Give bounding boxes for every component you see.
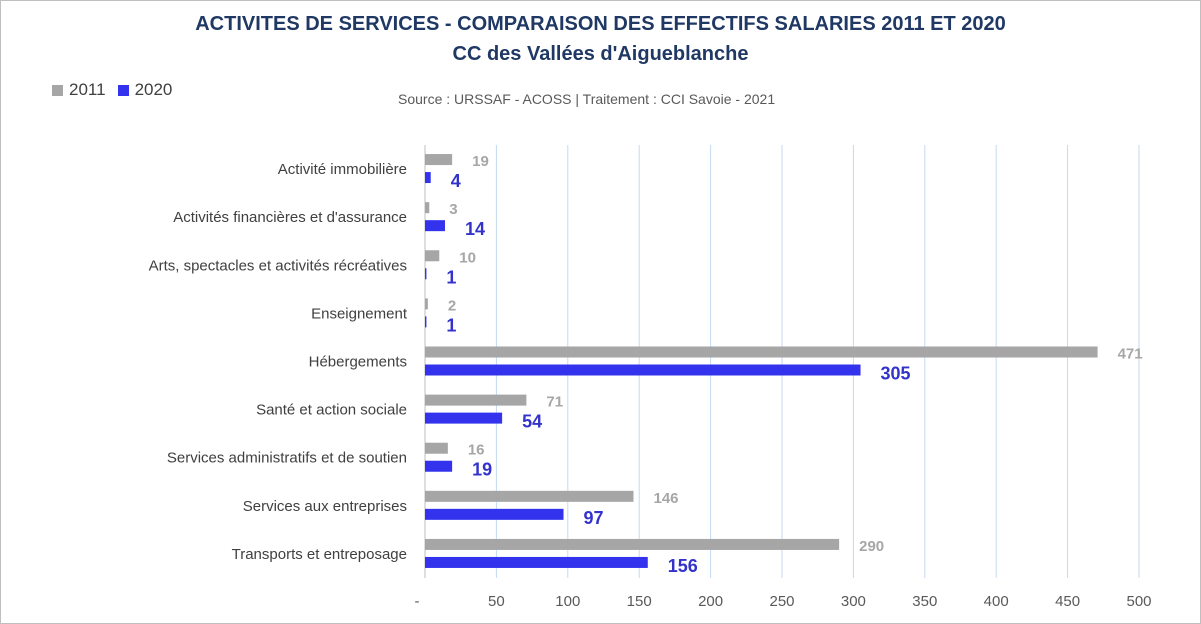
data-label-2011: 3 — [449, 201, 457, 218]
x-tick-label: 50 — [488, 593, 505, 610]
bar-2020 — [425, 412, 503, 424]
data-label-2020: 19 — [472, 460, 492, 480]
category-label: Activité immobilière — [278, 161, 407, 178]
data-label-2020: 156 — [668, 556, 698, 576]
legend-label-2020: 2020 — [134, 80, 173, 99]
legend-swatch-2011 — [52, 84, 63, 96]
bar-2011 — [425, 202, 430, 214]
data-label-2020: 54 — [522, 412, 542, 432]
bar-2011 — [425, 442, 448, 454]
data-label-2011: 19 — [472, 153, 489, 170]
data-label-2020: 14 — [465, 219, 485, 239]
category-label: Arts, spectacles et activités récréative… — [149, 257, 407, 274]
bar-2011 — [425, 394, 527, 406]
bar-2011 — [425, 346, 1098, 358]
data-label-2020: 305 — [881, 364, 911, 384]
category-label: Services aux entreprises — [243, 498, 407, 515]
legend: 2011 2020 — [52, 80, 184, 100]
category-label: Enseignement — [311, 305, 408, 322]
x-tick-label: 450 — [1055, 593, 1080, 610]
bar-2011 — [425, 490, 634, 502]
bar-2020 — [425, 556, 648, 568]
legend-item-2020: 2020 — [117, 80, 173, 100]
bar-2020 — [425, 460, 453, 472]
x-tick-label: 250 — [769, 593, 794, 610]
data-label-2020: 1 — [446, 267, 456, 287]
bar-2011 — [425, 538, 840, 550]
legend-item-2011: 2011 — [52, 80, 106, 100]
x-tick-label: 200 — [698, 593, 723, 610]
data-label-2020: 4 — [451, 171, 461, 191]
data-label-2011: 71 — [546, 394, 563, 411]
x-tick-label: - — [415, 593, 420, 610]
category-label: Transports et entreposage — [232, 546, 407, 563]
legend-label-2011: 2011 — [69, 80, 106, 99]
category-label: Services administratifs et de soutien — [167, 450, 407, 467]
data-label-2020: 97 — [584, 508, 604, 528]
data-label-2011: 146 — [653, 490, 678, 507]
bar-2020 — [425, 364, 861, 376]
category-label: Santé et action sociale — [256, 402, 407, 419]
chart-subtitle: CC des Vallées d'Aigueblanche — [452, 43, 749, 65]
chart-title: ACTIVITES DE SERVICES - COMPARAISON DES … — [195, 13, 1006, 35]
bar-2011 — [425, 298, 428, 310]
bar-2011 — [425, 154, 453, 166]
x-tick-label: 500 — [1126, 593, 1151, 610]
category-label: Activités financières et d'assurance — [173, 209, 407, 226]
bar-2011 — [425, 250, 440, 262]
source-note: Source : URSSAF - ACOSS | Traitement : C… — [398, 91, 776, 107]
x-tick-label: 350 — [912, 593, 937, 610]
x-tick-label: 150 — [627, 593, 652, 610]
legend-swatch-2020 — [117, 84, 129, 96]
data-label-2011: 16 — [468, 442, 485, 459]
data-label-2011: 10 — [459, 249, 476, 266]
data-label-2011: 2 — [448, 297, 456, 314]
bar-2020 — [425, 220, 445, 232]
data-label-2020: 1 — [446, 315, 456, 335]
x-tick-label: 300 — [841, 593, 866, 610]
x-tick-label: 400 — [984, 593, 1009, 610]
data-label-2011: 471 — [1118, 346, 1143, 363]
category-label: Hébergements — [309, 354, 407, 371]
bar-2020 — [425, 172, 431, 184]
bar-2020 — [425, 268, 427, 280]
bar-2020 — [425, 508, 564, 520]
data-label-2011: 290 — [859, 538, 884, 555]
x-tick-label: 100 — [555, 593, 580, 610]
bar-2020 — [425, 316, 427, 328]
